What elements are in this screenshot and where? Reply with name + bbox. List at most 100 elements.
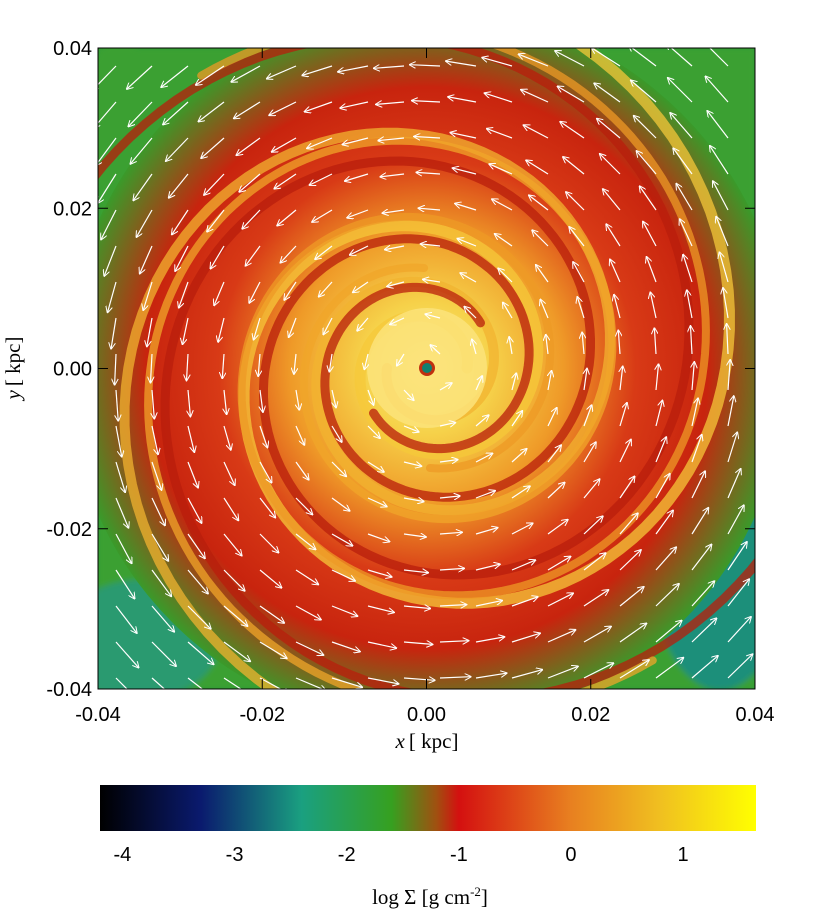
velocity-arrow <box>446 61 477 67</box>
velocity-arrow <box>277 209 297 226</box>
velocity-arrow <box>175 245 189 271</box>
velocity-arrow <box>104 245 117 276</box>
velocity-arrow <box>439 532 462 534</box>
y-tick-label: 0.02 <box>53 198 92 220</box>
velocity-arrow <box>511 560 535 571</box>
velocity-arrow <box>387 281 405 287</box>
velocity-arrow <box>295 425 304 445</box>
velocity-arrow <box>620 367 623 391</box>
velocity-arrow <box>495 234 513 247</box>
velocity-arrow <box>267 65 297 79</box>
velocity-arrow <box>284 281 297 300</box>
velocity-arrow <box>98 65 117 90</box>
velocity-arrow <box>720 252 729 283</box>
velocity-arrow <box>603 189 621 211</box>
x-axis-unit: [ kpc] <box>409 729 459 753</box>
velocity-arrow <box>592 48 621 67</box>
velocity-arrow <box>666 48 693 67</box>
velocity-arrow <box>610 260 621 283</box>
velocity-arrow <box>211 245 225 269</box>
velocity-arrow <box>151 353 153 383</box>
velocity-arrow <box>727 617 751 643</box>
velocity-arrow <box>259 569 281 588</box>
velocity-arrow <box>723 288 729 319</box>
velocity-arrow <box>187 641 214 664</box>
velocity-arrow <box>259 605 284 623</box>
velocity-arrow <box>547 630 575 643</box>
velocity-arrow <box>187 533 205 558</box>
velocity-arrow <box>115 353 116 385</box>
velocity-arrow <box>272 137 297 152</box>
velocity-arrow <box>619 550 641 571</box>
velocity-arrow <box>519 54 549 67</box>
velocity-arrow <box>650 293 657 319</box>
velocity-arrow <box>583 479 600 499</box>
velocity-arrow <box>115 425 122 457</box>
velocity-arrow <box>151 569 171 596</box>
velocity-arrow <box>295 569 318 584</box>
velocity-arrow <box>668 78 693 103</box>
velocity-arrow <box>606 224 621 247</box>
velocity-arrow <box>619 660 649 679</box>
velocity-arrow <box>249 281 261 303</box>
velocity-arrow <box>453 168 477 175</box>
velocity-arrow <box>378 138 405 141</box>
velocity-arrow <box>296 389 299 410</box>
velocity-arrow <box>242 209 261 229</box>
velocity-arrow <box>655 474 670 499</box>
velocity-arrow <box>583 663 613 679</box>
velocity-arrow <box>475 564 500 571</box>
density-map <box>98 48 755 689</box>
velocity-arrow <box>331 533 352 546</box>
velocity-arrow <box>403 389 414 400</box>
velocity-arrow <box>403 606 430 609</box>
velocity-arrow <box>594 83 621 103</box>
velocity-arrow <box>439 383 452 391</box>
velocity-arrow <box>151 605 174 632</box>
velocity-arrow <box>619 513 638 535</box>
velocity-arrow <box>151 425 158 454</box>
x-axis-var: x <box>395 729 406 753</box>
velocity-arrow <box>647 257 657 283</box>
velocity-arrow <box>439 605 466 606</box>
velocity-arrow <box>187 425 194 452</box>
velocity-arrow <box>239 173 261 192</box>
velocity-arrow <box>187 461 198 488</box>
velocity-arrow <box>397 353 405 366</box>
velocity-arrow <box>295 497 312 514</box>
velocity-arrow <box>614 295 621 319</box>
velocity-arrow <box>163 101 189 124</box>
velocity-arrow <box>187 497 202 523</box>
x-tick-label: -0.04 <box>75 704 121 726</box>
velocity-arrow <box>492 199 513 211</box>
velocity-arrow <box>315 245 333 259</box>
velocity-arrow <box>187 353 189 380</box>
velocity-arrow <box>357 317 369 331</box>
velocity-arrow <box>655 547 676 571</box>
x-tick-label: 0.00 <box>407 704 446 726</box>
velocity-arrow <box>403 534 426 537</box>
velocity-arrow <box>403 498 424 502</box>
velocity-arrow <box>331 425 342 442</box>
velocity-arrow <box>529 195 549 211</box>
velocity-arrow <box>727 433 737 463</box>
velocity-arrow <box>269 101 297 115</box>
velocity-arrow <box>713 181 729 211</box>
velocity-arrow <box>207 209 225 232</box>
velocity-arrow <box>147 317 153 346</box>
velocity-arrow <box>521 90 549 103</box>
velocity-arrow <box>583 553 606 571</box>
velocity-arrow <box>583 590 608 607</box>
velocity-arrow <box>367 569 392 577</box>
velocity-arrow <box>187 677 204 689</box>
velocity-arrow <box>472 340 476 355</box>
velocity-arrow <box>385 246 405 250</box>
velocity-arrow <box>234 101 261 118</box>
velocity-arrow <box>151 497 165 525</box>
x-tick-label: -0.02 <box>239 704 285 726</box>
velocity-arrow <box>403 678 435 680</box>
velocity-arrow <box>214 281 225 305</box>
velocity-arrow <box>259 461 272 483</box>
velocity-arrow <box>673 148 693 175</box>
velocity-arrow <box>295 605 321 620</box>
